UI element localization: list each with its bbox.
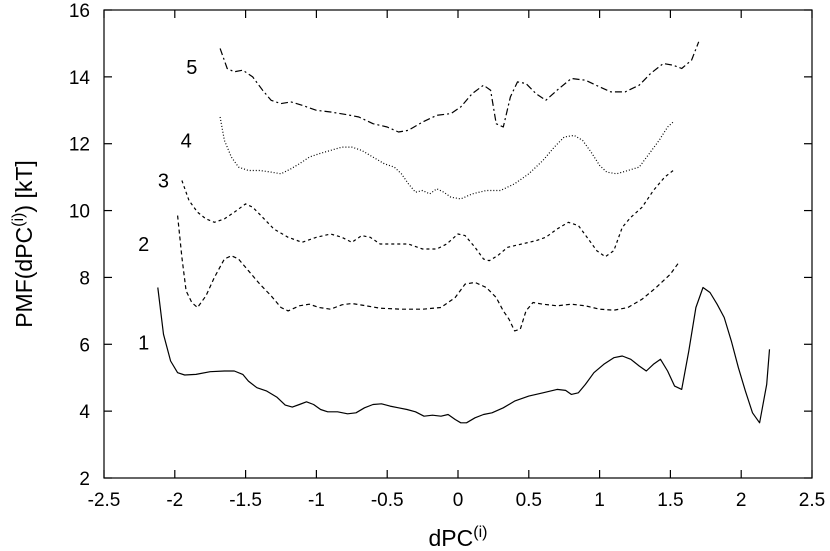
x-tick-label: -1 (308, 490, 325, 511)
x-tick-label: 0 (453, 490, 464, 511)
x-axis-title: dPC(i) (429, 524, 488, 551)
x-tick-label: -2 (166, 490, 183, 511)
curve-label-5: 5 (186, 57, 197, 79)
y-axis-title: PMF(dPC(i)) [kT] (10, 160, 37, 328)
series-layer (157, 41, 771, 424)
series-line-5 (219, 41, 700, 133)
series-line-3 (181, 170, 674, 262)
y-tick-label: 4 (79, 402, 90, 423)
x-tick-label: -1.5 (229, 490, 262, 511)
x-tick-label: 0.5 (516, 490, 542, 511)
x-tick-label: 2 (736, 490, 747, 511)
curve-label-1: 1 (138, 333, 149, 355)
curve-label-3: 3 (158, 170, 169, 192)
curve-labels: 1 2 34 5 (138, 57, 197, 355)
y-tick-label: 12 (69, 135, 90, 156)
y-tick-label: 16 (69, 1, 90, 22)
y-tick-label: 8 (79, 268, 90, 289)
y-axis-title-superscript: (i) (10, 213, 27, 227)
y-tick-label: 10 (69, 202, 90, 223)
x-axis-title-main: dPC (429, 525, 474, 551)
x-axis-title-superscript: (i) (473, 524, 487, 541)
plot-frame (103, 9, 813, 479)
series-line-2 (177, 215, 680, 332)
y-tick-label: 14 (69, 68, 91, 89)
curve-label-2: 2 (138, 234, 149, 256)
series-line-1 (157, 286, 771, 424)
x-tick-label: 1 (594, 490, 605, 511)
curve-label-4: 4 (181, 130, 192, 152)
x-tick-label: 1.5 (657, 490, 683, 511)
x-tick-label: 2.5 (799, 490, 825, 511)
y-axis-title-suffix: ) [kT] (11, 160, 37, 212)
x-axis-ticks: -2.5 -2 -1.5 -1 -0.5 0 0.5 1 1.5 2 2.5 (88, 10, 825, 511)
y-axis-title-main: PMF(dPC (11, 227, 37, 328)
y-tick-label: 2 (79, 469, 90, 490)
x-tick-label: -0.5 (371, 490, 404, 511)
y-tick-label: 6 (79, 335, 90, 356)
series-line-4 (219, 116, 674, 200)
x-tick-label: -2.5 (88, 490, 121, 511)
